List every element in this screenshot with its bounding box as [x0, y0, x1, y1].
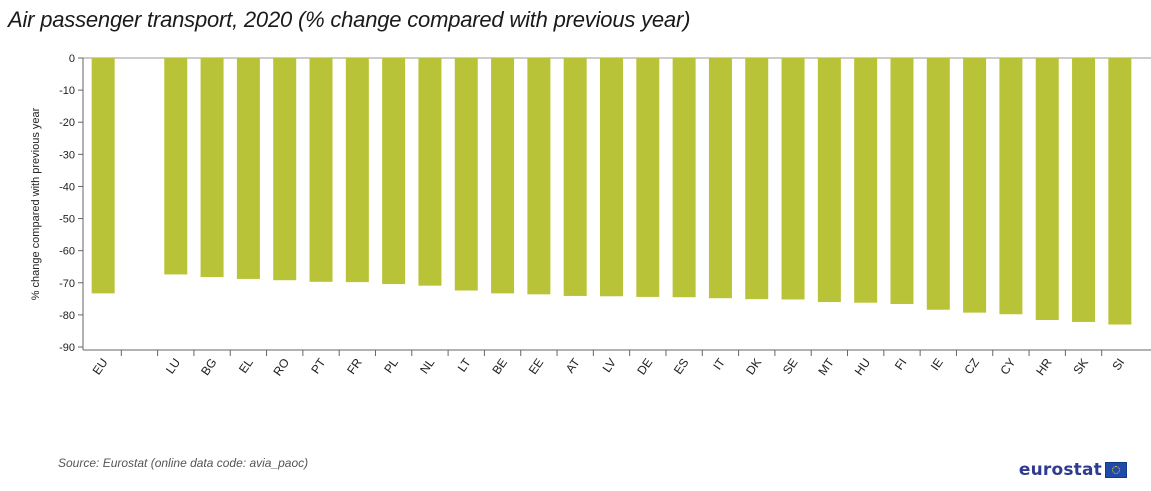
x-tick-label: LV [600, 356, 619, 375]
x-tick-label: MT [815, 355, 837, 378]
bar-se [781, 58, 805, 300]
x-tick-label: PL [381, 355, 401, 375]
bar-lv [600, 58, 623, 297]
bar-dk [745, 58, 769, 300]
logo-text: eurostat [1018, 460, 1102, 480]
x-tick-label: BE [489, 356, 510, 377]
bar-lu [164, 58, 188, 275]
bar-cz [963, 58, 987, 313]
bar-ee [527, 58, 551, 295]
bar-cy [999, 58, 1023, 315]
bar-nl [418, 58, 442, 286]
x-tick-label: SI [1109, 356, 1127, 373]
x-tick-label: DK [743, 356, 764, 378]
bar-pt [309, 58, 333, 282]
y-tick-label: -10 [59, 85, 75, 97]
x-tick-label: BG [198, 356, 219, 378]
x-tick-label: SK [1070, 356, 1091, 377]
bar-be [491, 58, 515, 294]
y-tick-label: -50 [59, 214, 75, 226]
bar-eu [91, 58, 115, 294]
x-tick-label: RO [270, 356, 292, 379]
x-tick-label: AT [563, 355, 583, 375]
y-axis-label: % change compared with previous year [30, 107, 42, 300]
bar-de [636, 58, 660, 297]
x-tick-label: EL [236, 355, 256, 375]
bar-mt [817, 58, 841, 303]
bar-si [1108, 58, 1132, 325]
bar-sk [1072, 58, 1096, 322]
chart-title: Air passenger transport, 2020 (% change … [8, 7, 691, 32]
bar-pl [382, 58, 406, 285]
x-tick-label: DE [634, 356, 655, 378]
bar-ie [926, 58, 950, 310]
x-tick-label: ES [671, 356, 692, 377]
y-tick-label: 0 [69, 53, 75, 65]
x-tick-label: IE [928, 356, 946, 373]
y-tick-label: -90 [59, 342, 75, 354]
y-tick-label: -70 [59, 278, 75, 290]
x-tick-label: HR [1033, 355, 1055, 378]
bar-lt [454, 58, 478, 291]
x-tick-label: NL [417, 355, 437, 376]
bar-fi [890, 58, 914, 304]
eu-flag-icon [1105, 462, 1127, 478]
x-tick-label: CY [997, 356, 1018, 378]
y-tick-label: -80 [59, 310, 75, 322]
x-tick-label: EE [526, 356, 547, 377]
eurostat-logo: eurostat [1019, 460, 1127, 480]
bar-es [672, 58, 696, 298]
x-tick-label: HU [852, 356, 873, 378]
bar-fr [345, 58, 369, 283]
y-tick-label: -30 [59, 149, 75, 161]
x-tick-label: EU [90, 356, 111, 378]
x-tick-label: IT [710, 355, 728, 372]
x-tick-label: SE [780, 356, 801, 377]
bar-bg [200, 58, 224, 277]
x-tick-label: CZ [961, 356, 982, 377]
bar-hr [1035, 58, 1059, 321]
bar-el [236, 58, 260, 279]
source-note: Source: Eurostat (online data code: avia… [58, 456, 309, 470]
y-tick-label: -40 [59, 181, 75, 193]
bar-at [563, 58, 587, 296]
y-tick-label: -60 [59, 246, 75, 258]
x-tick-label: FR [344, 355, 365, 376]
x-tick-label: LT [455, 355, 474, 374]
x-tick-label: FI [892, 356, 910, 373]
x-tick-label: LU [163, 356, 183, 377]
x-tick-label: PT [308, 355, 329, 376]
bar-ro [273, 58, 297, 281]
bar-hu [854, 58, 878, 303]
bar-it [708, 58, 732, 299]
y-tick-label: -20 [59, 117, 75, 129]
